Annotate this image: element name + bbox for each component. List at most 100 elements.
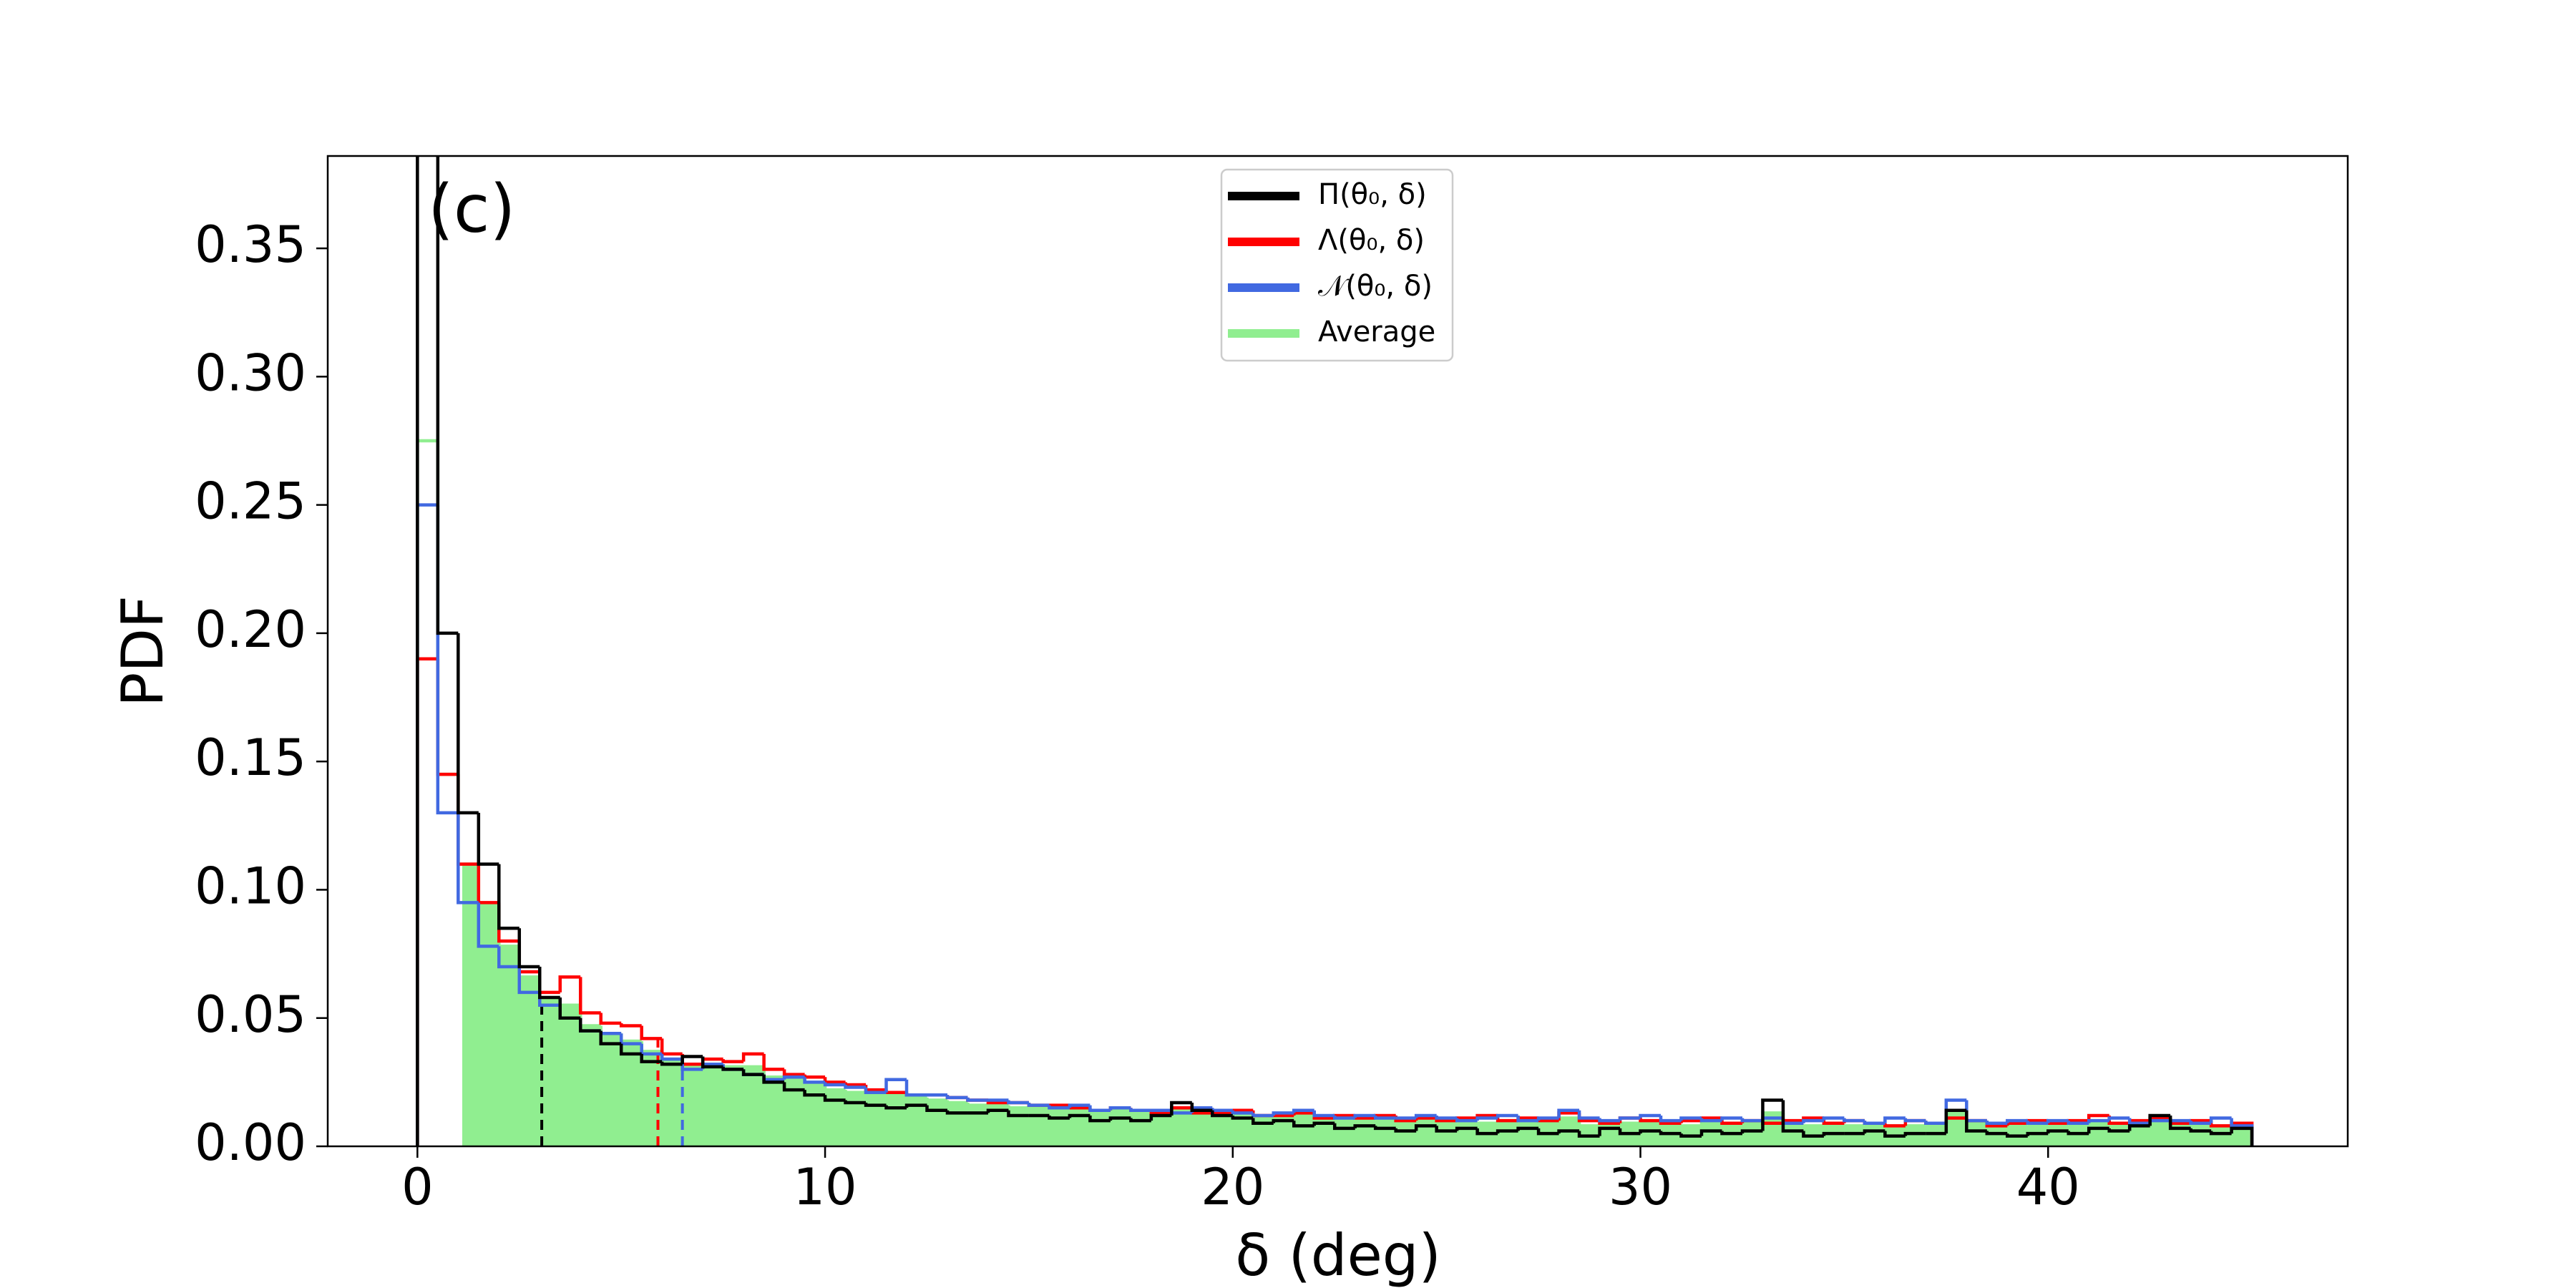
x-axis-label: δ (deg) — [1235, 1222, 1441, 1288]
histogram-step — [1659, 1131, 1682, 1136]
histogram-step — [436, 156, 459, 635]
histogram-step — [782, 1075, 805, 1080]
histogram-step — [1761, 1098, 1783, 1131]
histogram-step — [1394, 1128, 1417, 1133]
histogram-fill — [1375, 1121, 1397, 1146]
histogram-step — [721, 1059, 744, 1063]
histogram-step — [680, 1055, 703, 1065]
histogram-fill — [947, 1103, 969, 1146]
histogram-fill — [1395, 1123, 1417, 1146]
histogram-step — [1699, 1121, 1722, 1126]
histogram-step — [1292, 1108, 1314, 1113]
histogram-fill — [2190, 1126, 2212, 1146]
histogram-step — [477, 812, 499, 866]
histogram-fill — [1701, 1123, 1723, 1146]
histogram-step — [1027, 1103, 1050, 1107]
histogram-fill — [1986, 1128, 2008, 1146]
histogram-step — [844, 1090, 867, 1094]
histogram-step — [1312, 1110, 1335, 1118]
y-tick-label: 0.00 — [195, 1113, 306, 1172]
histogram-step — [416, 503, 438, 1146]
histogram-fill — [2068, 1126, 2089, 1146]
histogram-fill — [1966, 1123, 1988, 1146]
histogram-fill — [499, 946, 520, 1146]
histogram-step — [1985, 1121, 2008, 1125]
histogram-step — [1231, 1115, 1254, 1120]
legend-label: Average — [1318, 316, 1435, 348]
histogram-step — [1007, 1110, 1029, 1118]
histogram-fill — [2048, 1126, 2069, 1146]
histogram-step — [1455, 1118, 1478, 1123]
histogram-fill — [1864, 1126, 1885, 1146]
histogram-step — [578, 977, 601, 1015]
histogram-step — [1903, 1118, 1926, 1123]
histogram-step — [1965, 1110, 1987, 1133]
histogram-step — [1129, 1118, 1151, 1123]
histogram-fill — [723, 1066, 744, 1146]
histogram-fill — [1722, 1126, 1743, 1146]
histogram-step — [2087, 1113, 2109, 1121]
histogram-step — [660, 1061, 683, 1066]
histogram-step — [2209, 1116, 2232, 1123]
histogram-step — [1720, 1116, 1742, 1121]
histogram-step — [1516, 1126, 1539, 1131]
histogram-step — [517, 928, 540, 969]
histogram-step — [1903, 1131, 1926, 1136]
histogram-step — [721, 1066, 744, 1071]
histogram-step — [1373, 1115, 1396, 1120]
histogram-step — [1211, 1110, 1233, 1118]
histogram-step — [1843, 1118, 1865, 1123]
histogram-step — [844, 1082, 867, 1087]
histogram-step — [558, 997, 581, 1020]
histogram-fill — [845, 1092, 867, 1146]
histogram-step — [762, 1053, 785, 1071]
histogram-step — [803, 1077, 826, 1084]
histogram-step — [457, 774, 479, 866]
histogram-step — [1924, 1121, 1946, 1125]
histogram-step — [1252, 1118, 1274, 1125]
histogram-step — [884, 1090, 907, 1094]
legend-label: 𝒩(θ₀, δ) — [1318, 270, 1433, 303]
histogram-step — [864, 1103, 887, 1107]
histogram-step — [782, 1082, 805, 1092]
histogram-step — [2087, 1126, 2109, 1134]
histogram-step — [1577, 1131, 1600, 1138]
x-tick-label: 30 — [1609, 1158, 1672, 1216]
histogram-step — [660, 1038, 683, 1056]
histogram-step — [864, 1084, 887, 1092]
histogram-step — [416, 439, 438, 1146]
histogram-fill — [1436, 1123, 1458, 1146]
histogram-step — [1435, 1115, 1458, 1120]
histogram-fill — [703, 1064, 724, 1146]
histogram-step — [1822, 1116, 1845, 1121]
histogram-step — [436, 504, 459, 815]
histogram-step — [2006, 1133, 2028, 1138]
histogram-step — [1068, 1113, 1091, 1118]
histogram-step — [2209, 1121, 2232, 1128]
histogram-fill — [825, 1090, 847, 1146]
histogram-step — [1557, 1129, 1580, 1134]
histogram-fill — [1926, 1126, 1947, 1146]
axes-frame — [326, 155, 2349, 1148]
histogram-step — [2046, 1129, 2069, 1134]
histogram-fill — [1823, 1126, 1845, 1146]
histogram-step — [1088, 1105, 1111, 1113]
histogram-step — [1231, 1110, 1254, 1115]
histogram-step — [1353, 1113, 1376, 1118]
histogram-step — [803, 1090, 826, 1097]
histogram-step — [1048, 1115, 1070, 1120]
histogram-step — [1435, 1126, 1458, 1133]
histogram-step — [2006, 1118, 2028, 1123]
histogram-step — [497, 946, 519, 969]
histogram-fill — [1110, 1110, 1131, 1146]
histogram-fill — [1844, 1126, 1865, 1146]
histogram-step — [1740, 1118, 1763, 1123]
histogram-step — [1007, 1105, 1029, 1110]
histogram-step — [1516, 1115, 1539, 1123]
panel-label: (c) — [428, 170, 515, 247]
histogram-fill — [1905, 1126, 1926, 1146]
histogram-step — [823, 1084, 846, 1092]
histogram-fill — [1191, 1110, 1213, 1146]
histogram-step — [2209, 1131, 2232, 1136]
histogram-fill — [987, 1105, 1010, 1146]
